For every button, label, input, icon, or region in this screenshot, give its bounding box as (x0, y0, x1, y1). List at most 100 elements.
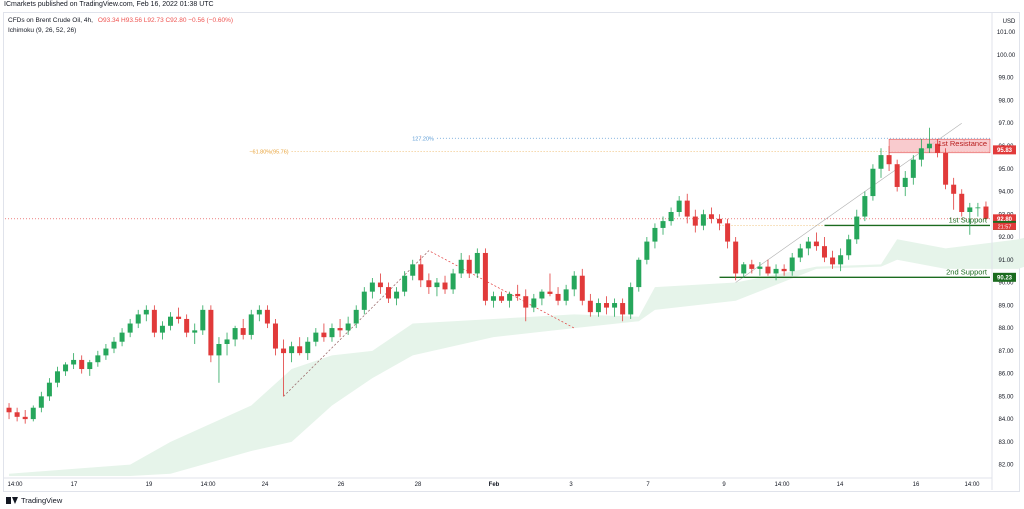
candle[interactable] (22, 410, 28, 424)
candle[interactable] (515, 284, 521, 301)
candle[interactable] (264, 305, 270, 329)
candle[interactable] (708, 207, 714, 224)
candle[interactable] (71, 353, 77, 370)
candle[interactable] (208, 305, 214, 363)
candle[interactable] (668, 207, 674, 226)
candle[interactable] (652, 223, 658, 249)
candle[interactable] (377, 273, 383, 294)
candle[interactable] (200, 305, 206, 335)
candle[interactable] (111, 337, 117, 354)
candle[interactable] (143, 305, 149, 322)
candle[interactable] (46, 378, 52, 401)
candle[interactable] (361, 287, 367, 315)
candle[interactable] (272, 318, 278, 356)
candle[interactable] (458, 252, 464, 278)
candle[interactable] (587, 293, 593, 317)
candle[interactable] (474, 248, 480, 278)
candle[interactable] (523, 289, 529, 322)
candle[interactable] (765, 259, 771, 276)
candle[interactable] (555, 287, 561, 306)
candle[interactable] (959, 189, 965, 217)
candle[interactable] (757, 262, 763, 276)
candle[interactable] (692, 209, 698, 233)
candle[interactable] (482, 248, 488, 306)
candle[interactable] (628, 282, 634, 319)
candle[interactable] (579, 268, 585, 306)
candle[interactable] (636, 257, 642, 292)
candle[interactable] (781, 264, 787, 276)
candle[interactable] (805, 237, 811, 256)
candle[interactable] (434, 278, 440, 297)
candle[interactable] (499, 291, 505, 304)
candle[interactable] (321, 323, 327, 342)
candle[interactable] (248, 309, 254, 340)
candle[interactable] (507, 291, 513, 308)
candle[interactable] (547, 273, 553, 297)
candle[interactable] (926, 127, 932, 153)
candle[interactable] (353, 305, 359, 329)
candle[interactable] (281, 339, 287, 397)
candle[interactable] (426, 273, 432, 294)
candle[interactable] (79, 355, 85, 374)
candle[interactable] (345, 316, 351, 335)
candle[interactable] (644, 237, 650, 265)
candle[interactable] (951, 177, 957, 210)
candle[interactable] (894, 159, 900, 192)
candle[interactable] (119, 328, 125, 347)
candle[interactable] (595, 298, 601, 317)
candle[interactable] (813, 232, 819, 251)
candle[interactable] (846, 234, 852, 260)
candle[interactable] (983, 201, 989, 221)
candle[interactable] (902, 171, 908, 197)
candle[interactable] (54, 366, 60, 388)
candle[interactable] (660, 216, 666, 235)
candle[interactable] (717, 214, 723, 231)
candle[interactable] (603, 296, 609, 315)
candle[interactable] (700, 209, 706, 231)
candle[interactable] (135, 309, 141, 329)
candle[interactable] (862, 191, 868, 222)
candle[interactable] (886, 146, 892, 172)
candle[interactable] (103, 344, 109, 360)
candle[interactable] (878, 148, 884, 178)
candle[interactable] (87, 359, 93, 376)
candle[interactable] (741, 262, 747, 278)
candle[interactable] (232, 325, 238, 347)
candle[interactable] (297, 337, 303, 356)
candle[interactable] (797, 243, 803, 263)
candle[interactable] (870, 164, 876, 201)
candle[interactable] (830, 250, 836, 269)
candle[interactable] (386, 282, 392, 304)
candle[interactable] (168, 312, 174, 331)
candle[interactable] (305, 337, 311, 360)
candle[interactable] (313, 328, 319, 347)
candle[interactable] (612, 298, 618, 317)
candle[interactable] (571, 271, 577, 297)
candle[interactable] (329, 323, 335, 342)
candle[interactable] (418, 255, 424, 288)
candle[interactable] (30, 405, 36, 422)
candle[interactable] (773, 264, 779, 281)
candle[interactable] (289, 341, 295, 363)
candle[interactable] (733, 237, 739, 281)
candle[interactable] (749, 259, 755, 274)
candle[interactable] (176, 307, 182, 324)
candle[interactable] (854, 209, 860, 244)
candle[interactable] (620, 298, 626, 322)
candle[interactable] (821, 237, 827, 263)
candle[interactable] (910, 155, 916, 185)
candle[interactable] (192, 323, 198, 344)
candle[interactable] (127, 318, 133, 338)
candle[interactable] (838, 248, 844, 272)
candle[interactable] (63, 362, 69, 376)
candle[interactable] (38, 391, 44, 413)
candle[interactable] (935, 139, 941, 158)
candle[interactable] (337, 318, 343, 338)
candle[interactable] (967, 202, 973, 235)
candle[interactable] (450, 268, 456, 294)
candle[interactable] (466, 255, 472, 278)
candle[interactable] (442, 275, 448, 294)
candle[interactable] (216, 337, 222, 383)
candle[interactable] (369, 278, 375, 299)
candle[interactable] (789, 252, 795, 276)
